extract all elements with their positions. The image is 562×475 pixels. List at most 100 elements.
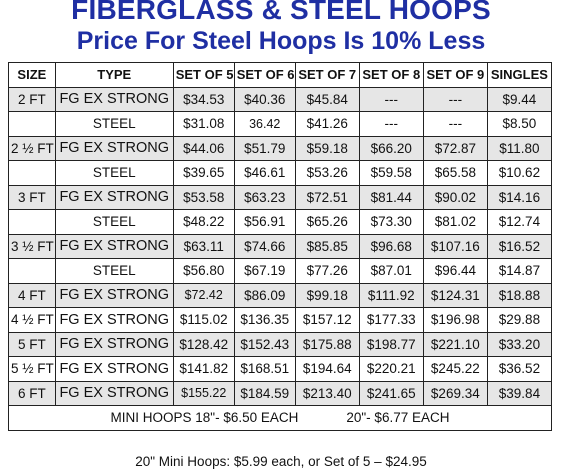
cell-set-of-8: $241.65 bbox=[358, 380, 424, 406]
cell-set-of-5: $48.22 bbox=[172, 209, 235, 235]
cell-set-of-8: $73.30 bbox=[358, 209, 424, 235]
cell-set-of-8: $220.21 bbox=[358, 356, 424, 382]
cell-size: 4 FT bbox=[8, 282, 56, 308]
cell-set-of-6: $86.09 bbox=[233, 282, 296, 308]
cell-set-of-5: $72.42 bbox=[172, 282, 235, 308]
cell-single: $14.87 bbox=[486, 258, 553, 284]
page-subtitle: Price For Steel Hoops Is 10% Less bbox=[76, 27, 486, 55]
cell-set-of-9: $90.02 bbox=[422, 184, 488, 210]
cell-set-of-7: $65.26 bbox=[294, 209, 360, 235]
cell-type: STEEL bbox=[54, 258, 174, 284]
cell-size bbox=[8, 111, 56, 137]
cell-set-of-9: $96.44 bbox=[422, 258, 488, 284]
header-set-of-5: SET OF 5 bbox=[172, 62, 235, 88]
cell-set-of-7: $157.12 bbox=[294, 307, 360, 333]
header-set-of-6: SET OF 6 bbox=[233, 62, 296, 88]
cell-type: FG EX STRONG bbox=[54, 380, 174, 406]
page-title: FIBERGLASS & STEEL HOOPS bbox=[71, 0, 491, 25]
cell-single: $29.88 bbox=[486, 307, 553, 333]
cell-set-of-5: $155.22 bbox=[172, 380, 235, 406]
cell-set-of-7: $41.26 bbox=[294, 111, 360, 137]
cell-single: $14.16 bbox=[486, 184, 553, 210]
price-table: SIZE TYPE SET OF 5 SET OF 6 SET OF 7 SET… bbox=[8, 62, 553, 431]
footer-note: 20" Mini Hoops: $5.99 each, or Set of 5 … bbox=[135, 454, 427, 469]
cell-set-of-7: $59.18 bbox=[294, 135, 360, 161]
cell-set-of-5: $53.58 bbox=[172, 184, 235, 210]
cell-set-of-5: $39.65 bbox=[172, 160, 235, 186]
cell-type: FG EX STRONG bbox=[54, 184, 174, 210]
header-type: TYPE bbox=[54, 62, 174, 88]
cell-type: FG EX STRONG bbox=[54, 233, 174, 259]
cell-set-of-8: $87.01 bbox=[358, 258, 424, 284]
table-row: 2 FT FG EX STRONG $34.53 $40.36 $45.84 --- ---… bbox=[8, 86, 553, 112]
cell-type: STEEL bbox=[54, 160, 174, 186]
header-singles: SINGLES bbox=[486, 62, 553, 88]
cell-size: 5 FT bbox=[8, 331, 56, 357]
table-row: STEEL $39.65 $46.61 $53.26 $59.58 $65.58 $10.6… bbox=[8, 160, 553, 186]
header-size: SIZE bbox=[8, 62, 56, 88]
cell-size: 3 ½ FT bbox=[8, 233, 56, 259]
cell-set-of-6: $184.59 bbox=[233, 380, 296, 406]
table-row: 5 FT FG EX STRONG $128.42 $152.43 $175.88 $19… bbox=[8, 331, 553, 357]
header-set-of-9: SET OF 9 bbox=[422, 62, 488, 88]
cell-set-of-9: $65.58 bbox=[422, 160, 488, 186]
cell-set-of-7: $175.88 bbox=[294, 331, 360, 357]
cell-set-of-8: $81.44 bbox=[358, 184, 424, 210]
table-row: STEEL $56.80 $67.19 $77.26 $87.01 $96.44 $14.8… bbox=[8, 258, 553, 284]
cell-size bbox=[8, 209, 56, 235]
cell-set-of-9: $221.10 bbox=[422, 331, 488, 357]
mini-hoops-20-price: 20"- $6.77 EACH bbox=[346, 410, 450, 426]
cell-type: FG EX STRONG bbox=[54, 331, 174, 357]
table-row: 3 ½ FT FG EX STRONG $63.11 $74.66 $85.85 $96.… bbox=[8, 233, 553, 259]
header-set-of-7: SET OF 7 bbox=[294, 62, 360, 88]
table-row: 2 ½ FT FG EX STRONG $44.06 $51.79 $59.18 $66.… bbox=[8, 135, 553, 161]
cell-set-of-8: $96.68 bbox=[358, 233, 424, 259]
cell-set-of-9: $81.02 bbox=[422, 209, 488, 235]
cell-single: $8.50 bbox=[486, 111, 553, 137]
cell-set-of-6: $168.51 bbox=[233, 356, 296, 382]
cell-set-of-6: $152.43 bbox=[233, 331, 296, 357]
cell-set-of-5: $31.08 bbox=[172, 111, 235, 137]
cell-set-of-8: $59.58 bbox=[358, 160, 424, 186]
table-row: 4 FT FG EX STRONG $72.42 $86.09 $99.18 $111.9… bbox=[8, 282, 553, 308]
cell-size: 6 FT bbox=[8, 380, 56, 406]
cell-single: $36.52 bbox=[486, 356, 553, 382]
cell-set-of-6: $40.36 bbox=[233, 86, 296, 112]
cell-set-of-5: $34.53 bbox=[172, 86, 235, 112]
cell-type: FG EX STRONG bbox=[54, 356, 174, 382]
table-header-row: SIZE TYPE SET OF 5 SET OF 6 SET OF 7 SET… bbox=[8, 62, 553, 88]
table-row: STEEL $31.08 36.42 $41.26 --- --- $8.50 bbox=[8, 111, 553, 137]
cell-set-of-5: $63.11 bbox=[172, 233, 235, 259]
cell-single: $9.44 bbox=[486, 86, 553, 112]
cell-set-of-7: $99.18 bbox=[294, 282, 360, 308]
mini-hoops-row: MINI HOOPS 18"- $6.50 EACH 20"- $6.77 EAC… bbox=[8, 405, 552, 431]
cell-single: $39.84 bbox=[486, 380, 553, 406]
cell-single: $18.88 bbox=[486, 282, 553, 308]
cell-set-of-7: $85.85 bbox=[294, 233, 360, 259]
cell-set-of-6: $74.66 bbox=[233, 233, 296, 259]
mini-hoops-cell: MINI HOOPS 18"- $6.50 EACH 20"- $6.77 EAC… bbox=[8, 405, 552, 431]
cell-set-of-5: $128.42 bbox=[172, 331, 235, 357]
cell-type: STEEL bbox=[54, 111, 174, 137]
cell-size: 5 ½ FT bbox=[8, 356, 56, 382]
cell-set-of-9: $196.98 bbox=[422, 307, 488, 333]
header-set-of-8: SET OF 8 bbox=[358, 62, 424, 88]
cell-set-of-6: 36.42 bbox=[233, 111, 296, 137]
cell-set-of-9: $269.34 bbox=[422, 380, 488, 406]
cell-size: 2 ½ FT bbox=[8, 135, 56, 161]
cell-set-of-5: $141.82 bbox=[172, 356, 235, 382]
cell-set-of-6: $63.23 bbox=[233, 184, 296, 210]
table-body: 2 FT FG EX STRONG $34.53 $40.36 $45.84 --- ---… bbox=[8, 86, 553, 406]
cell-set-of-8: $111.92 bbox=[358, 282, 424, 308]
cell-set-of-6: $67.19 bbox=[233, 258, 296, 284]
cell-set-of-7: $77.26 bbox=[294, 258, 360, 284]
cell-type: FG EX STRONG bbox=[54, 282, 174, 308]
cell-set-of-8: --- bbox=[358, 86, 424, 112]
table-row: 6 FT FG EX STRONG $155.22 $184.59 $213.40 $24… bbox=[8, 380, 553, 406]
cell-size: 4 ½ FT bbox=[8, 307, 56, 333]
cell-set-of-7: $53.26 bbox=[294, 160, 360, 186]
table-row: STEEL $48.22 $56.91 $65.26 $73.30 $81.02 $12.7… bbox=[8, 209, 553, 235]
cell-set-of-7: $194.64 bbox=[294, 356, 360, 382]
cell-single: $16.52 bbox=[486, 233, 553, 259]
cell-set-of-6: $56.91 bbox=[233, 209, 296, 235]
